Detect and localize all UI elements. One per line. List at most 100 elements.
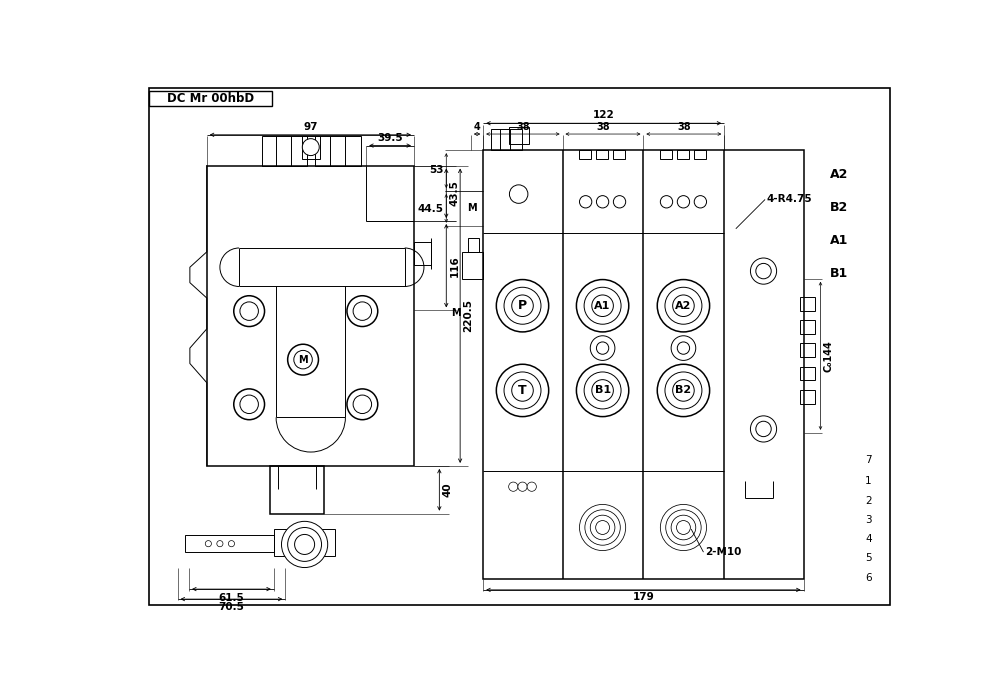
Text: B2: B2 <box>830 201 848 214</box>
Bar <box>414 242 431 265</box>
Text: 38: 38 <box>596 122 610 132</box>
Circle shape <box>592 295 613 317</box>
Circle shape <box>302 139 319 155</box>
Circle shape <box>596 521 610 534</box>
Circle shape <box>512 380 533 401</box>
Circle shape <box>509 482 518 491</box>
Circle shape <box>596 342 609 354</box>
Text: 2-M10: 2-M10 <box>705 547 741 557</box>
Circle shape <box>592 380 613 401</box>
Circle shape <box>677 196 690 208</box>
Text: 4-R4.75: 4-R4.75 <box>767 194 812 205</box>
Circle shape <box>657 364 710 416</box>
Bar <box>677 150 689 159</box>
Bar <box>800 320 815 335</box>
Bar <box>468 238 479 252</box>
Circle shape <box>750 416 777 442</box>
Circle shape <box>353 302 372 320</box>
Circle shape <box>677 342 690 354</box>
Text: 179: 179 <box>633 592 654 602</box>
Bar <box>185 535 274 552</box>
Bar <box>800 390 815 403</box>
Text: B1: B1 <box>595 385 611 396</box>
Text: M: M <box>467 203 477 213</box>
Circle shape <box>590 336 615 361</box>
Text: 7: 7 <box>865 455 872 464</box>
Text: T: T <box>518 384 527 397</box>
Bar <box>149 91 272 106</box>
Circle shape <box>756 263 771 279</box>
Circle shape <box>228 541 235 547</box>
Text: 4: 4 <box>474 122 480 132</box>
Circle shape <box>694 196 707 208</box>
Text: 116: 116 <box>449 255 459 277</box>
Circle shape <box>288 528 322 561</box>
Text: 4: 4 <box>865 534 872 544</box>
Circle shape <box>671 515 696 540</box>
Bar <box>660 150 672 159</box>
Circle shape <box>673 295 694 317</box>
Bar <box>315 136 361 166</box>
Circle shape <box>217 541 223 547</box>
Bar <box>613 150 625 159</box>
Bar <box>462 252 483 279</box>
Text: A2: A2 <box>675 301 692 311</box>
Text: M: M <box>298 354 308 365</box>
Bar <box>207 166 414 466</box>
Text: 97: 97 <box>303 122 318 132</box>
Circle shape <box>234 389 265 420</box>
Text: 220.5: 220.5 <box>463 300 473 333</box>
Circle shape <box>665 372 702 409</box>
Circle shape <box>512 295 533 317</box>
Circle shape <box>295 534 315 554</box>
Circle shape <box>576 364 629 416</box>
Bar <box>270 466 324 514</box>
Text: 40: 40 <box>442 482 452 497</box>
Text: P: P <box>518 300 527 312</box>
Bar <box>579 150 591 159</box>
Circle shape <box>671 336 696 361</box>
Circle shape <box>750 258 777 284</box>
Circle shape <box>288 344 318 375</box>
Text: 122: 122 <box>593 110 615 120</box>
Circle shape <box>576 280 629 332</box>
Circle shape <box>353 395 372 414</box>
Circle shape <box>496 280 549 332</box>
Circle shape <box>518 482 527 491</box>
Bar <box>509 127 529 144</box>
Circle shape <box>205 541 211 547</box>
Circle shape <box>240 395 258 414</box>
Circle shape <box>673 380 694 401</box>
Text: B2: B2 <box>675 385 692 396</box>
Bar <box>274 529 335 556</box>
Circle shape <box>347 389 378 420</box>
Circle shape <box>756 421 771 437</box>
Bar <box>800 297 815 311</box>
Circle shape <box>496 364 549 416</box>
Text: 1: 1 <box>865 476 872 486</box>
Text: 3: 3 <box>865 515 872 525</box>
Text: 38: 38 <box>677 122 691 132</box>
Bar <box>483 150 804 579</box>
Bar <box>491 128 522 150</box>
Text: A1: A1 <box>594 301 611 311</box>
Text: 70.5: 70.5 <box>219 602 244 612</box>
Circle shape <box>527 482 536 491</box>
Circle shape <box>584 287 621 324</box>
Text: A1: A1 <box>830 234 848 247</box>
Bar <box>800 344 815 357</box>
Bar <box>694 150 706 159</box>
Text: B1: B1 <box>830 267 848 280</box>
Circle shape <box>584 372 621 409</box>
Text: 61.5: 61.5 <box>219 593 244 603</box>
Circle shape <box>665 287 702 324</box>
Text: 43.5: 43.5 <box>449 181 459 206</box>
Bar <box>262 136 307 166</box>
Text: 6: 6 <box>865 572 872 583</box>
Bar <box>302 135 320 159</box>
Text: 39.5: 39.5 <box>377 133 403 144</box>
Text: DC Mr 00hbD: DC Mr 00hbD <box>167 92 254 105</box>
Circle shape <box>660 196 673 208</box>
Circle shape <box>504 372 541 409</box>
Text: M: M <box>451 308 461 319</box>
